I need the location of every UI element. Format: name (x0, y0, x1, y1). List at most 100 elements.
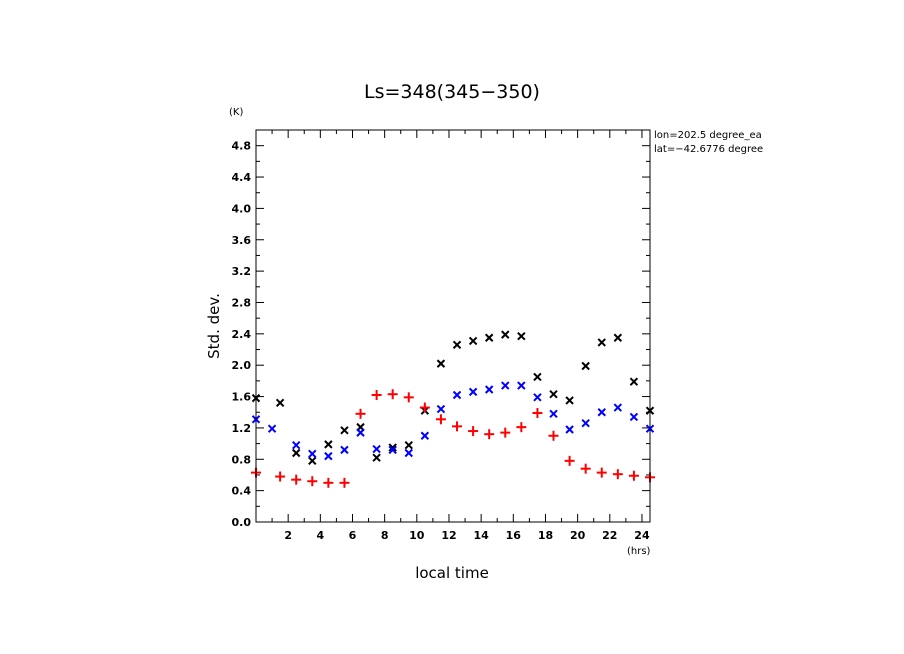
plot-frame (255, 129, 651, 523)
y-tick-label: 4.8 (232, 140, 252, 153)
data-point (452, 340, 462, 350)
data-point (628, 470, 639, 481)
data-point (387, 389, 398, 400)
data-point (324, 440, 333, 449)
x-tick-label: 2 (284, 529, 292, 542)
data-point (468, 336, 478, 346)
data-point (275, 398, 285, 408)
data-point (340, 445, 349, 455)
x-tick-label: 14 (473, 529, 489, 542)
y-tick-label: 2.8 (232, 296, 252, 309)
data-point (372, 453, 381, 462)
data-point (404, 440, 413, 450)
data-point (468, 387, 478, 397)
chart-title: Ls=348(345−350) (364, 81, 540, 103)
y-tick-label: 3.6 (232, 234, 252, 247)
data-point (372, 444, 381, 454)
data-point (517, 331, 526, 341)
annotation-lon: lon=202.5 degree_ea (654, 130, 762, 141)
data-point (612, 469, 623, 480)
data-point (533, 393, 542, 402)
data-point (452, 421, 463, 432)
data-point (436, 359, 446, 368)
data-point (404, 448, 413, 458)
data-point (435, 414, 446, 425)
y-tick-label: 4.4 (232, 171, 252, 184)
data-point (613, 403, 623, 412)
data-point (307, 476, 318, 487)
data-point (564, 455, 575, 466)
data-point (468, 426, 479, 437)
data-point (291, 474, 302, 485)
data-point (549, 390, 558, 399)
data-point (484, 429, 495, 440)
y-tick-label: 1.2 (232, 422, 252, 435)
data-point (275, 471, 286, 482)
data-point (419, 402, 430, 413)
data-point (581, 361, 590, 371)
data-point (596, 467, 607, 478)
x-axis-label: local time (415, 564, 489, 582)
data-point (371, 389, 382, 400)
data-point (581, 419, 590, 428)
y-tick-label: 2.0 (232, 359, 252, 372)
data-point (597, 408, 606, 417)
data-point (548, 430, 559, 441)
data-point (356, 428, 365, 437)
data-point (565, 425, 574, 434)
axes: 2 4 6 8 10 12 14 16 18 20 22 240.00.40.81.21.62.02.… (232, 130, 650, 542)
x-tick-label: 20 (570, 529, 586, 542)
x-unit-label: (hrs) (627, 546, 651, 557)
x-tick-label: 12 (441, 529, 456, 542)
data-point (501, 330, 510, 339)
data-point (629, 377, 639, 386)
data-point (436, 404, 446, 414)
y-tick-label: 1.6 (232, 391, 252, 404)
data-point (580, 463, 591, 474)
data-point (500, 427, 511, 438)
data-point (532, 408, 543, 419)
data-point (340, 426, 349, 435)
data-point (484, 333, 494, 342)
x-tick-label: 16 (506, 529, 522, 542)
x-tick-label: 4 (316, 529, 324, 542)
data-point (355, 408, 366, 419)
data-point (420, 431, 430, 440)
data-point (516, 422, 527, 433)
data-point (324, 451, 333, 461)
x-tick-label: 10 (409, 529, 425, 542)
data-point (549, 409, 558, 419)
data-point (629, 412, 639, 422)
x-tick-label: 24 (634, 529, 650, 542)
y-tick-label: 0.4 (232, 485, 252, 498)
x-tick-label: 8 (381, 529, 389, 542)
y-tick-label: 4.0 (232, 202, 252, 215)
y-tick-label: 0.8 (232, 453, 252, 466)
data-point (517, 381, 526, 390)
data-point (323, 477, 334, 488)
y-tick-label: 2.4 (232, 328, 252, 341)
data-point (484, 385, 494, 394)
x-tick-label: 22 (602, 529, 617, 542)
data-point (533, 372, 542, 382)
y-tick-label: 3.2 (232, 265, 252, 278)
y-tick-label: 0.0 (232, 516, 252, 529)
data-point (291, 448, 301, 458)
data-point (452, 390, 462, 400)
data-point (291, 440, 301, 450)
data-point (501, 381, 510, 390)
y-unit-label: (K) (229, 107, 243, 118)
x-tick-label: 6 (349, 529, 357, 542)
data-point (267, 424, 277, 433)
data-point (388, 443, 397, 452)
y-axis-label: Std. dev. (205, 293, 223, 359)
annotation-lat: lat=−42.6776 degree (654, 144, 763, 155)
data-point (339, 477, 350, 488)
x-tick-label: 18 (538, 529, 553, 542)
data-point (613, 333, 623, 342)
data-point (308, 449, 317, 458)
data-point (597, 338, 606, 347)
data-point (403, 392, 414, 403)
